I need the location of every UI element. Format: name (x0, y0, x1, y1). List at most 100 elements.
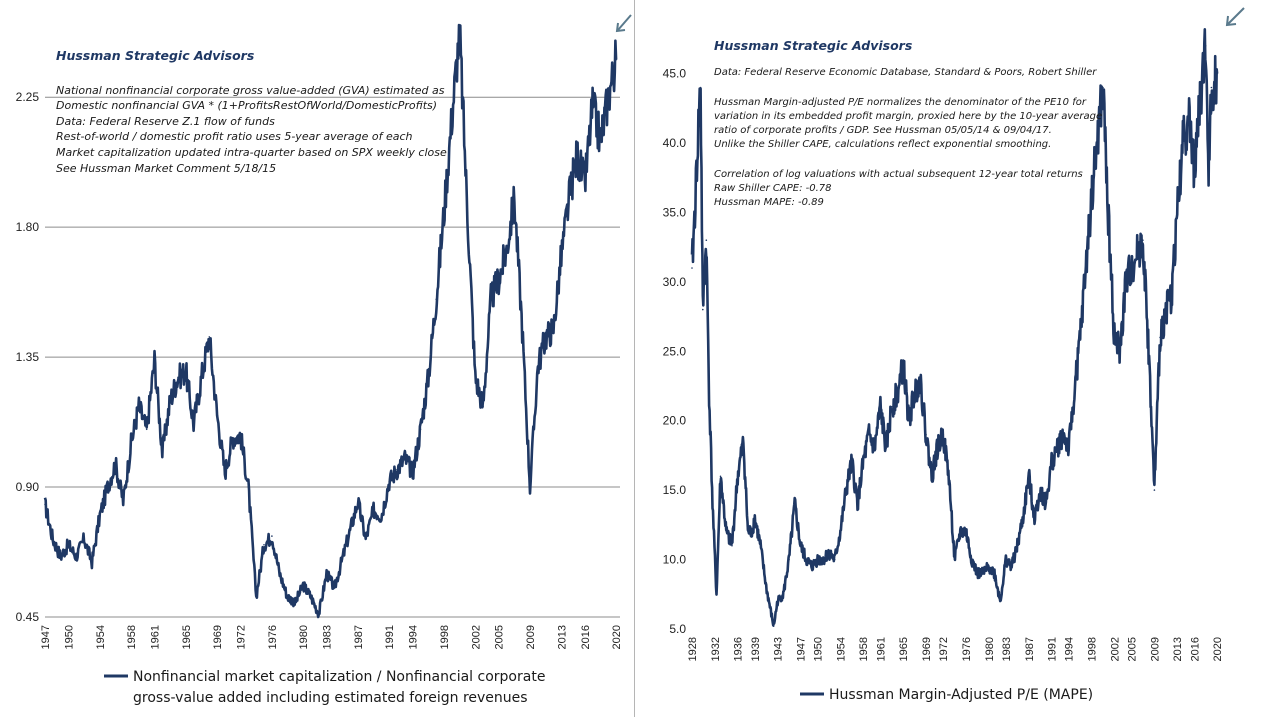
x-tick-label: 1980 (298, 625, 310, 649)
data-point (736, 475, 739, 478)
data-point (1033, 517, 1036, 519)
data-point (970, 558, 973, 561)
data-point (1207, 170, 1210, 172)
data-point (239, 434, 242, 436)
data-point (691, 267, 693, 269)
data-point (482, 405, 484, 408)
x-tick-label: 1969 (212, 625, 224, 649)
x-tick-label: 1994 (1064, 637, 1076, 661)
x-tick-label: 1947 (795, 637, 807, 661)
left-y-axis: 0.45 0.90 1.35 1.80 2.25 (16, 90, 40, 624)
data-point (59, 555, 62, 558)
data-point (185, 370, 187, 373)
data-point (1010, 565, 1013, 568)
data-point (99, 515, 101, 517)
y-tick-label: 1.35 (16, 350, 40, 364)
data-point (725, 531, 727, 533)
right-x-axis: 1928 1932 1936 1939 1943 1947 1950 1954 1958 1961… (687, 637, 1224, 661)
x-tick-label: 2005 (494, 625, 506, 649)
data-point (505, 249, 508, 251)
x-tick-label: 1954 (835, 637, 847, 661)
data-point (529, 486, 531, 488)
left-gridlines (45, 96, 620, 618)
x-tick-label: 2013 (1172, 637, 1184, 661)
data-point (114, 463, 117, 465)
data-point (1039, 489, 1041, 491)
data-point (1045, 503, 1047, 505)
data-point (759, 544, 762, 547)
data-point (902, 364, 904, 367)
x-tick-label: 2002 (470, 625, 482, 649)
data-point (364, 538, 367, 540)
data-point (521, 327, 523, 330)
data-point (200, 376, 203, 379)
y-tick-label: 35.0 (663, 205, 687, 219)
data-point (698, 114, 700, 117)
data-point (856, 503, 859, 505)
data-point (224, 471, 226, 474)
data-point (751, 531, 753, 533)
left-x-axis: 1947 1950 1954 1958 1961 1965 1969 1972 1976 1980… (40, 625, 623, 649)
data-point (699, 86, 702, 89)
data-point (411, 471, 414, 474)
data-point (83, 538, 85, 540)
series-line (43, 23, 618, 619)
right-chart-svg: 5.0 10.0 15.0 20.0 25.0 30.0 35.0 40.0 45.0 1928… (663, 7, 1245, 703)
data-point (271, 535, 273, 537)
data-point (357, 500, 359, 503)
data-point (91, 561, 93, 563)
data-point (584, 183, 586, 185)
data-point (44, 503, 46, 506)
x-tick-label: 2020 (1212, 637, 1224, 661)
right-chart-panel: 5.0 10.0 15.0 20.0 25.0 30.0 35.0 40.0 45.0 1928… (636, 0, 1265, 717)
data-point (833, 558, 836, 561)
x-tick-label: 2005 (1127, 637, 1139, 661)
x-tick-label: 1994 (408, 625, 420, 649)
data-point (1119, 350, 1121, 353)
data-point (908, 419, 910, 422)
data-point (891, 406, 893, 408)
data-point (513, 197, 516, 200)
data-point (1085, 267, 1087, 269)
left-note-line: Data: Federal Reserve Z.1 flow of funds (56, 115, 275, 128)
data-point (1056, 447, 1059, 450)
data-point (388, 480, 391, 483)
data-point (873, 447, 876, 450)
data-point (694, 197, 697, 200)
data-point (879, 406, 882, 408)
data-point (122, 500, 124, 503)
data-point (466, 211, 469, 214)
series-line (690, 28, 1219, 627)
right-series-group (690, 28, 1219, 627)
data-point (1005, 558, 1007, 561)
x-tick-label: 1987 (1024, 637, 1036, 661)
data-point (1062, 433, 1064, 436)
data-point (560, 255, 563, 257)
data-point (247, 486, 250, 488)
data-point (851, 461, 853, 464)
data-point (568, 197, 570, 200)
data-point (169, 399, 171, 402)
data-point (1125, 281, 1127, 283)
data-point (458, 30, 461, 32)
data-point (318, 613, 320, 615)
data-point (747, 531, 749, 533)
data-point (278, 572, 281, 575)
data-point (1147, 350, 1150, 353)
data-point (719, 475, 722, 478)
left-series-group (43, 23, 618, 619)
data-point (885, 447, 887, 450)
data-point (805, 558, 807, 561)
data-point (982, 572, 984, 575)
x-tick-label: 1936 (733, 637, 745, 661)
x-tick-label: 1987 (353, 625, 365, 649)
x-tick-label: 1939 (750, 637, 762, 661)
data-point (708, 392, 710, 394)
data-point (965, 531, 967, 533)
left-chart-panel: 0.45 0.90 1.35 1.80 2.25 1947 1950 1954 1958 196… (15, 0, 635, 717)
data-point (1170, 295, 1173, 297)
y-tick-label: 30.0 (663, 275, 687, 289)
data-point (1153, 489, 1156, 491)
data-point (988, 565, 990, 568)
data-point (591, 105, 594, 107)
